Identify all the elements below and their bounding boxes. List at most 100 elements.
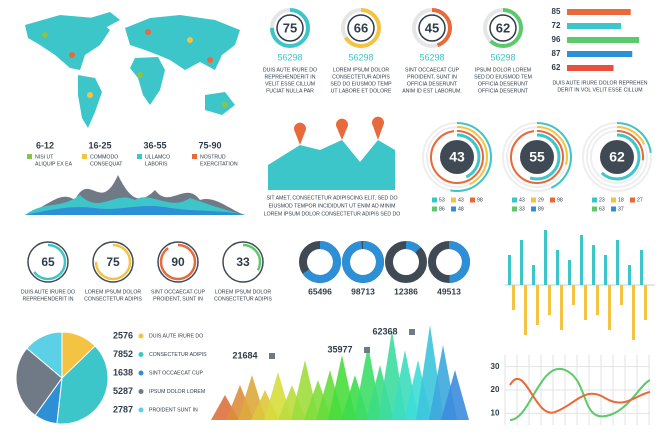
gauge-text: CONSECTETUR ADIPIS — [332, 74, 390, 80]
gauge-text: ANIM ID EST LABORUM. — [402, 88, 462, 94]
peak-marker — [269, 353, 275, 359]
gauge-arc — [412, 8, 452, 48]
bar-down — [548, 285, 551, 315]
gauge-number: 56298 — [277, 52, 302, 62]
ring-swatch — [611, 197, 616, 203]
gauge-number: 56298 — [419, 52, 444, 62]
peak-label: 62368 — [372, 326, 397, 336]
sg-track — [222, 241, 264, 283]
bar-down — [560, 285, 563, 330]
ring-legend: 37 — [618, 206, 624, 212]
mountain-text: SIT AMET, CONSECTETUR ADIPISCING ELIT, S… — [266, 195, 397, 201]
bar-label: 72 — [552, 21, 561, 30]
bar-up — [616, 240, 619, 285]
wave-chart — [25, 175, 245, 215]
gauge-text: PROIDENT, SUNT IN — [407, 74, 457, 80]
gauge-text: OFFICIA DESERUNT — [478, 88, 529, 94]
legend-range: 6-12 — [36, 140, 54, 150]
peak — [441, 370, 469, 420]
bar-up — [568, 260, 571, 285]
bar-label: 62 — [552, 63, 561, 72]
gauge-text: UT LABORE ET DOLORE — [331, 88, 392, 94]
bar-up — [556, 250, 559, 285]
ring-center — [600, 140, 634, 174]
legend-text: NISI UT — [35, 154, 54, 160]
gauge-text: SED DO EIUSMOD TEM — [474, 74, 532, 80]
ring-swatch — [630, 197, 635, 203]
gauge-arc — [433, 133, 481, 181]
sg-track — [92, 241, 134, 283]
bar-up — [580, 235, 583, 285]
peak-label: 21684 — [232, 350, 257, 360]
gauge-text: FUCIAT NULLA PAR — [266, 88, 314, 94]
pie-dot — [138, 370, 144, 376]
ring-swatch — [531, 206, 536, 212]
ring-swatch — [550, 197, 555, 203]
pie-value: 5287 — [113, 386, 133, 396]
ring-legend: 43 — [519, 197, 525, 203]
pin-mountain — [268, 116, 395, 190]
gauge-text: DUIS AUTE IRURE DO — [263, 67, 317, 73]
ring-legend: 98 — [477, 197, 483, 203]
ring-legend: 27 — [637, 197, 643, 203]
sg-text: CONSECTETUR ADIPIS — [84, 296, 142, 302]
bar-up — [544, 230, 547, 285]
gauge-arc — [341, 8, 381, 48]
pie-text: PROIDENT SUNT IN — [149, 407, 198, 413]
ring-swatch — [611, 206, 616, 212]
legend-swatch — [27, 154, 32, 159]
bar-up — [508, 255, 511, 285]
gauge-inner — [418, 14, 446, 42]
gauge-arc — [94, 243, 132, 281]
gauge-arc — [159, 243, 197, 281]
mountain-text: EIUSMOD TEMPOR INCIDIDUNT UT ENIM AD MIN… — [269, 203, 396, 209]
ring-swatch — [432, 197, 437, 203]
gauge-inner — [347, 14, 375, 42]
bars-text: DUIS AUTE IRURE DOLOR REPREHEN — [552, 80, 647, 86]
pie-value: 1638 — [113, 367, 133, 377]
bar-label: 96 — [552, 35, 561, 44]
ring-swatch — [592, 206, 597, 212]
ring-legend: 63 — [599, 206, 605, 212]
gauge-value: 75 — [283, 20, 297, 35]
bar-down — [620, 285, 623, 305]
sg-text: PROIDENT, SUNT IN — [153, 296, 203, 302]
pie-text: SINT OCCAECAT CUP — [149, 370, 203, 376]
mountain-text: LOREM IPSUM DOLOR CONSECTETUR ADIPIS SED… — [264, 211, 401, 217]
gauge-arc — [582, 122, 652, 192]
world-map — [25, 12, 240, 128]
sg-text: REPREHENDERIT IN — [23, 296, 74, 302]
gauge-text: IPSUM DOLOR LOREM — [475, 67, 531, 73]
ring-swatch — [470, 197, 475, 203]
donut-number: 12386 — [394, 286, 418, 296]
sg-text: DUIS AUTE IRURE DO — [21, 289, 75, 295]
legend-range: 75-90 — [198, 140, 221, 150]
ring-value: 62 — [609, 149, 625, 165]
ring-swatch — [531, 197, 536, 203]
ring-value: 43 — [449, 149, 465, 165]
gauge-text: OFFICIA DESERUNT — [407, 81, 458, 87]
ring-swatch — [512, 206, 517, 212]
gauge-arc — [593, 133, 641, 181]
sg-track — [157, 241, 199, 283]
gauge-text: LOREM IPSUM DOLOR — [333, 67, 389, 73]
donut-number: 98713 — [351, 286, 375, 296]
legend-text: COMMODO — [90, 154, 118, 160]
peak-label: 35977 — [327, 344, 352, 354]
ring-legend: 48 — [458, 206, 464, 212]
gauge-arc — [299, 241, 341, 283]
gauge-arc — [590, 130, 644, 184]
legend-text: ALIQUIP EX EA — [35, 161, 73, 167]
gauge-arc — [270, 8, 310, 48]
ring-legend: 53 — [439, 197, 445, 203]
ring-center — [440, 140, 474, 174]
ring-legend: 29 — [538, 197, 544, 203]
bar-up — [520, 240, 523, 285]
y-tick-label: 30 — [491, 362, 500, 371]
gauge-text: REPREHENDERIT IN — [265, 74, 316, 80]
gauge-arc — [586, 126, 648, 188]
gauge-inner — [276, 14, 304, 42]
ring-swatch — [451, 197, 456, 203]
pie-dot — [138, 407, 144, 413]
bar-label: 85 — [552, 7, 561, 16]
